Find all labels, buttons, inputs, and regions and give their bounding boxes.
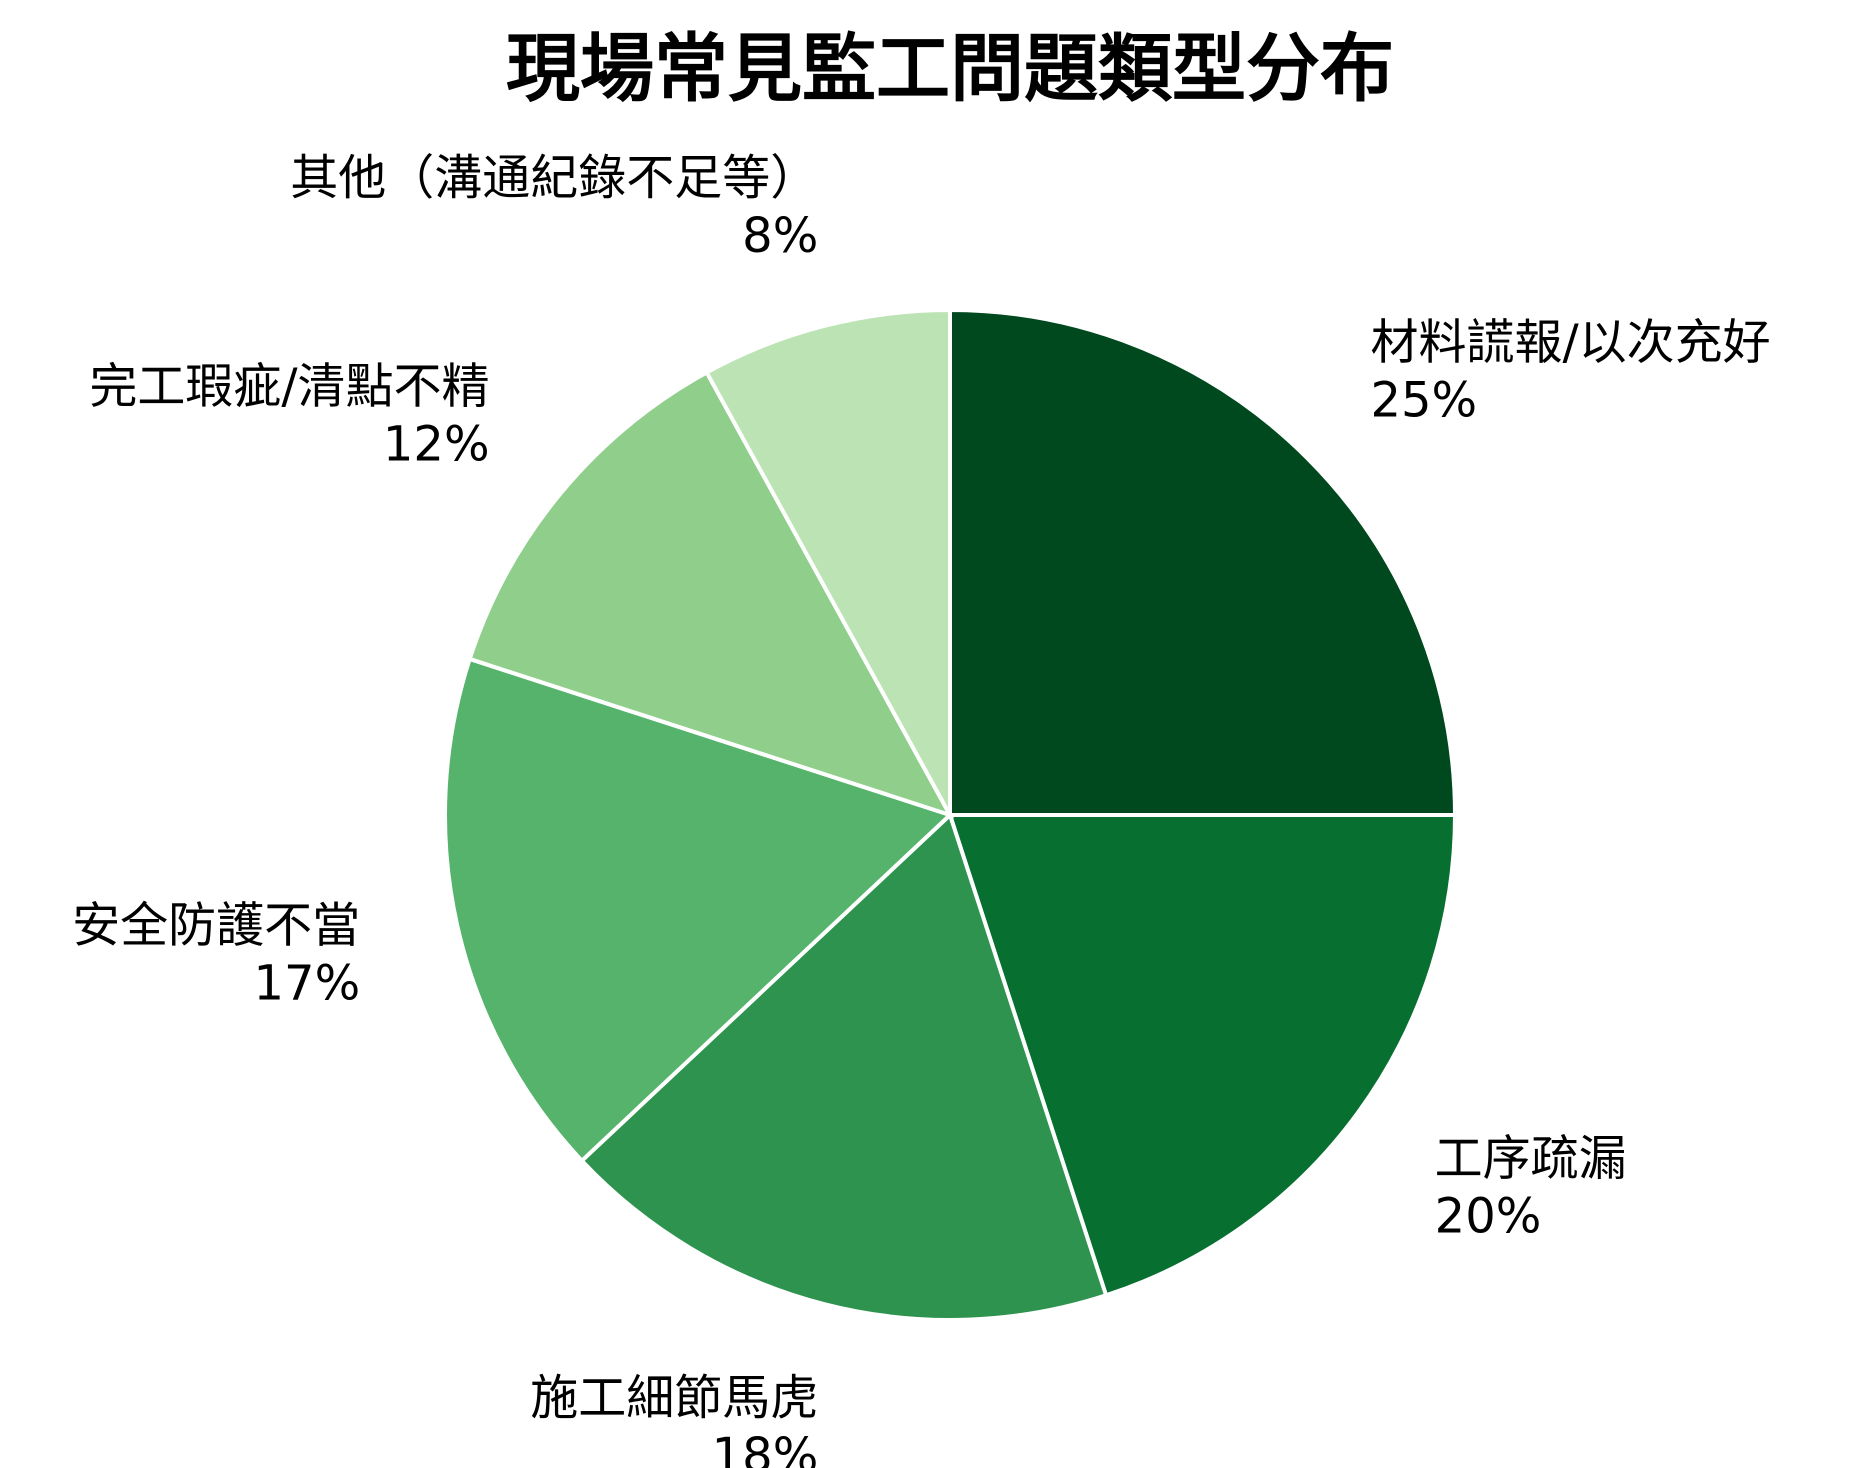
slice-category-label: 施工細節馬虎 [530,1370,818,1426]
slice-category-label: 工序疏漏 [1435,1130,1627,1186]
pie-slice [703,307,952,816]
slice-category-label: 其他（溝通紀錄不足等） [290,150,818,206]
pie-slice [443,656,954,1164]
slice-percent-label: 25% [1370,373,1477,429]
slice-percent-label: 17% [253,955,360,1011]
slice-category-label: 安全防護不當 [72,897,360,953]
slice-percent-label: 20% [1435,1188,1542,1244]
pie-slice [579,811,1109,1322]
slice-percent-label: 8% [742,208,818,264]
slice-category-label: 完工瑕疵/清點不精 [89,358,489,414]
pie-slices [443,307,1458,1322]
chart-title: 現場常見監工問題類型分布 [506,26,1394,112]
pie-slice [948,307,1458,817]
pie-slice [467,369,955,819]
slice-category-label: 材料謊報/以次充好 [1370,315,1770,371]
slice-percent-label: 18% [712,1428,819,1468]
pie-slice [947,813,1458,1298]
slice-percent-label: 12% [383,416,490,472]
